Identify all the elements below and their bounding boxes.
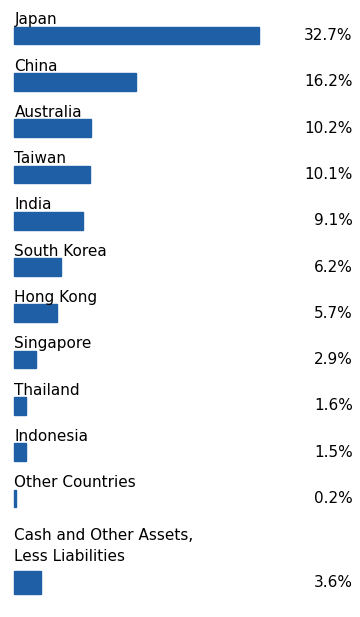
Text: 1.6%: 1.6% [314,399,353,413]
Bar [14,165,90,183]
Text: 3.6%: 3.6% [314,575,353,590]
Bar [14,350,36,368]
Text: Taiwan: Taiwan [14,151,66,166]
Bar [14,489,16,507]
Text: Singapore: Singapore [14,336,92,351]
Text: 9.1%: 9.1% [314,213,353,228]
Text: India: India [14,197,52,212]
Text: 10.2%: 10.2% [305,121,353,136]
Bar [14,258,61,276]
Text: 2.9%: 2.9% [314,352,353,367]
Text: 0.2%: 0.2% [314,491,353,506]
Text: 5.7%: 5.7% [314,306,353,321]
Text: Less Liabilities: Less Liabilities [14,549,125,564]
Text: China: China [14,59,58,73]
Text: Cash and Other Assets,: Cash and Other Assets, [14,528,194,544]
Bar [14,73,136,91]
Text: Japan: Japan [14,12,57,27]
Text: Indonesia: Indonesia [14,429,89,444]
Bar [14,212,82,230]
Text: 1.5%: 1.5% [314,445,353,460]
Bar [14,443,26,461]
Bar [14,304,57,322]
Text: 16.2%: 16.2% [304,75,353,89]
Bar [14,119,91,137]
Text: Other Countries: Other Countries [14,475,136,490]
Text: Hong Kong: Hong Kong [14,290,98,305]
Bar [14,27,259,44]
Bar [14,571,41,594]
Text: Australia: Australia [14,105,82,120]
Text: 6.2%: 6.2% [314,260,353,275]
Text: 10.1%: 10.1% [305,167,353,182]
Text: South Korea: South Korea [14,244,107,259]
Text: Thailand: Thailand [14,383,80,397]
Bar [14,397,26,415]
Text: 32.7%: 32.7% [304,28,353,43]
